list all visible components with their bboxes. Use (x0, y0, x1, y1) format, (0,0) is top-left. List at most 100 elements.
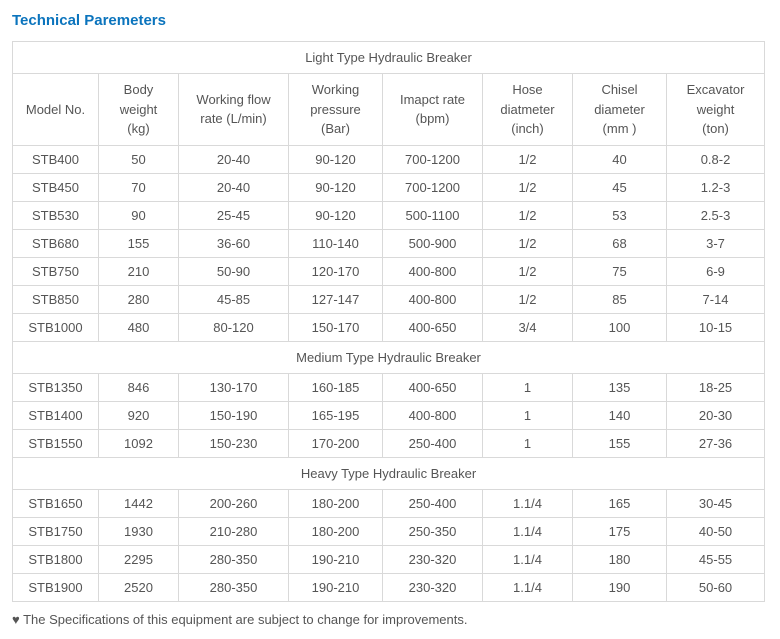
table-cell: 165 (573, 489, 667, 517)
table-cell: 1/2 (483, 229, 573, 257)
table-cell: 1.1/4 (483, 573, 573, 601)
table-cell: 250-400 (383, 429, 483, 457)
table-cell: 210-280 (179, 517, 289, 545)
table-cell: 400-800 (383, 285, 483, 313)
table-cell: 170-200 (289, 429, 383, 457)
table-cell: 135 (573, 373, 667, 401)
table-cell: 0.8-2 (667, 145, 765, 173)
table-cell: STB1350 (13, 373, 99, 401)
table-cell: 1/2 (483, 201, 573, 229)
table-cell: 1/2 (483, 145, 573, 173)
table-row: STB75021050-90120-170400-8001/2756-9 (13, 257, 765, 285)
table-cell: 1.2-3 (667, 173, 765, 201)
table-cell: 110-140 (289, 229, 383, 257)
table-cell: 20-30 (667, 401, 765, 429)
parameters-table: Light Type Hydraulic BreakerModel No.Bod… (12, 41, 765, 602)
table-cell: 280-350 (179, 573, 289, 601)
col-header-2: Working flowrate (L/min) (179, 74, 289, 146)
table-cell: 6-9 (667, 257, 765, 285)
col-header-0: Model No. (13, 74, 99, 146)
table-cell: 1/2 (483, 257, 573, 285)
table-cell: STB680 (13, 229, 99, 257)
table-cell: 165-195 (289, 401, 383, 429)
table-cell: 250-350 (383, 517, 483, 545)
table-cell: 50-60 (667, 573, 765, 601)
table-row: STB85028045-85127-147400-8001/2857-14 (13, 285, 765, 313)
table-cell: 250-400 (383, 489, 483, 517)
table-cell: 90 (99, 201, 179, 229)
table-row: STB4005020-4090-120700-12001/2400.8-2 (13, 145, 765, 173)
table-cell: 700-1200 (383, 173, 483, 201)
table-cell: 846 (99, 373, 179, 401)
table-cell: 180-200 (289, 517, 383, 545)
table-cell: 127-147 (289, 285, 383, 313)
table-cell: 45 (573, 173, 667, 201)
table-cell: 30-45 (667, 489, 765, 517)
table-cell: 1442 (99, 489, 179, 517)
table-cell: 40 (573, 145, 667, 173)
table-cell: STB1650 (13, 489, 99, 517)
table-cell: 90-120 (289, 145, 383, 173)
table-cell: 400-800 (383, 401, 483, 429)
table-cell: STB850 (13, 285, 99, 313)
table-cell: 1 (483, 373, 573, 401)
col-header-4: Imapct rate(bpm) (383, 74, 483, 146)
table-cell: 400-650 (383, 373, 483, 401)
table-row: STB15501092150-230170-200250-400115527-3… (13, 429, 765, 457)
table-row: STB1350846130-170160-185400-650113518-25 (13, 373, 765, 401)
table-cell: 7-14 (667, 285, 765, 313)
table-cell: 25-45 (179, 201, 289, 229)
group-title: Light Type Hydraulic Breaker (13, 42, 765, 74)
table-cell: 100 (573, 313, 667, 341)
table-cell: 180-200 (289, 489, 383, 517)
col-header-3: Workingpressure(Bar) (289, 74, 383, 146)
table-row: STB5309025-4590-120500-11001/2532.5-3 (13, 201, 765, 229)
table-cell: 50-90 (179, 257, 289, 285)
table-cell: 210 (99, 257, 179, 285)
table-cell: STB450 (13, 173, 99, 201)
table-cell: 500-900 (383, 229, 483, 257)
table-cell: 1.1/4 (483, 489, 573, 517)
table-cell: 85 (573, 285, 667, 313)
table-cell: STB1750 (13, 517, 99, 545)
table-cell: 280 (99, 285, 179, 313)
table-cell: 90-120 (289, 173, 383, 201)
section-title: Technical Paremeters (12, 12, 768, 29)
col-header-5: Hosediatmeter(inch) (483, 74, 573, 146)
table-cell: 150-170 (289, 313, 383, 341)
table-cell: 920 (99, 401, 179, 429)
table-cell: 190-210 (289, 545, 383, 573)
table-cell: 140 (573, 401, 667, 429)
col-header-7: Excavatorweight(ton) (667, 74, 765, 146)
table-cell: 70 (99, 173, 179, 201)
table-cell: 1/2 (483, 285, 573, 313)
footnote: ♥ The Specifications of this equipment a… (12, 612, 768, 627)
table-row: STB17501930210-280180-200250-3501.1/4175… (13, 517, 765, 545)
table-cell: 150-230 (179, 429, 289, 457)
table-cell: 10-15 (667, 313, 765, 341)
table-cell: 1 (483, 429, 573, 457)
col-header-1: Bodyweight(kg) (99, 74, 179, 146)
table-cell: STB1000 (13, 313, 99, 341)
col-header-6: Chiseldiameter(mm ) (573, 74, 667, 146)
table-cell: 700-1200 (383, 145, 483, 173)
table-cell: 1092 (99, 429, 179, 457)
table-row: STB4507020-4090-120700-12001/2451.2-3 (13, 173, 765, 201)
table-cell: 130-170 (179, 373, 289, 401)
table-cell: 200-260 (179, 489, 289, 517)
table-cell: STB1900 (13, 573, 99, 601)
table-cell: 155 (99, 229, 179, 257)
table-cell: 180 (573, 545, 667, 573)
table-cell: 80-120 (179, 313, 289, 341)
table-cell: 1930 (99, 517, 179, 545)
table-cell: STB1400 (13, 401, 99, 429)
table-row: STB19002520280-350190-210230-3201.1/4190… (13, 573, 765, 601)
table-cell: 20-40 (179, 145, 289, 173)
table-cell: 280-350 (179, 545, 289, 573)
table-row: STB1400920150-190165-195400-800114020-30 (13, 401, 765, 429)
table-cell: 150-190 (179, 401, 289, 429)
table-cell: 190-210 (289, 573, 383, 601)
table-cell: 160-185 (289, 373, 383, 401)
table-cell: 400-800 (383, 257, 483, 285)
table-cell: 230-320 (383, 573, 483, 601)
